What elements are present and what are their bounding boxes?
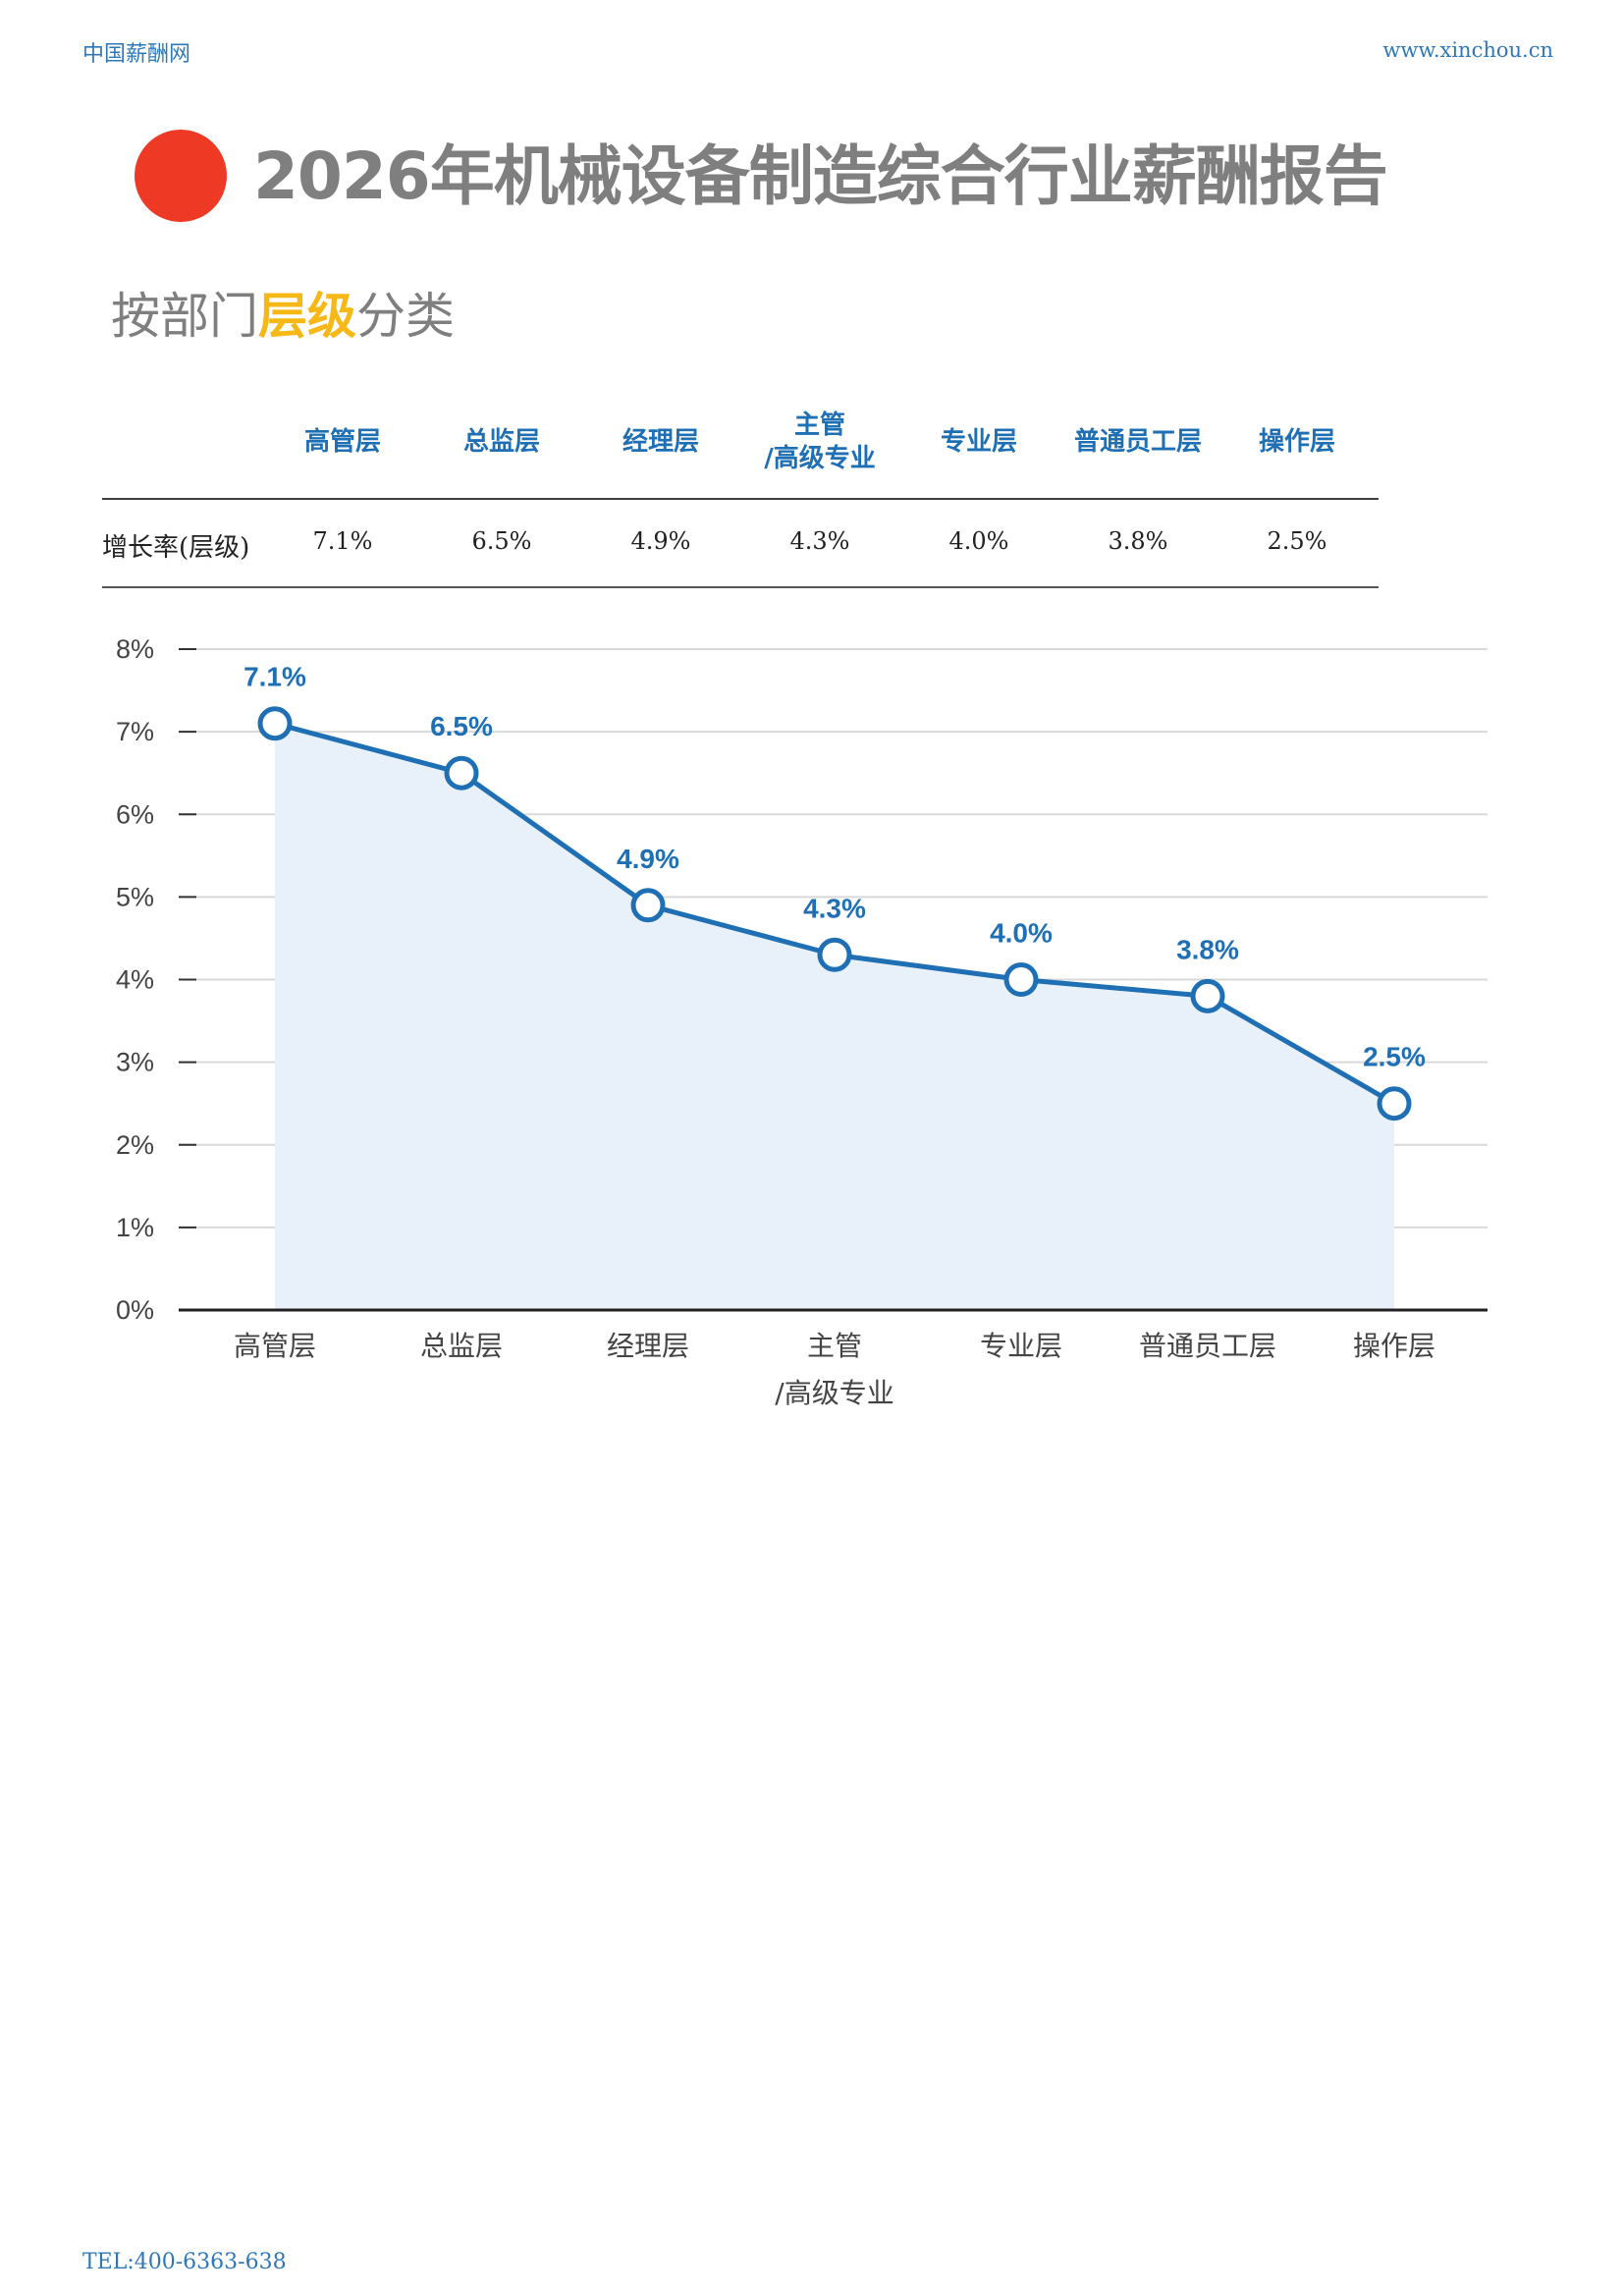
table-header: 总监层 xyxy=(462,427,540,457)
table-header: 操作层 xyxy=(1258,427,1335,457)
y-tick-label: 0% xyxy=(116,1295,154,1325)
data-label: 3.8% xyxy=(1176,934,1239,964)
x-tick-label: 专业层 xyxy=(980,1330,1062,1362)
y-tick-label: 2% xyxy=(116,1130,154,1160)
data-point xyxy=(444,755,479,791)
section-heading: 按部门层级分类 xyxy=(111,277,455,348)
x-tick-label: 操作层 xyxy=(1353,1330,1435,1362)
brand-name: 中国薪酬网 xyxy=(82,42,191,67)
y-tick-label: 3% xyxy=(116,1048,154,1077)
x-tick-label: 经理层 xyxy=(607,1330,689,1362)
table-cell: 3.8% xyxy=(1108,527,1168,555)
data-label: 6.5% xyxy=(430,711,493,741)
data-point xyxy=(630,888,666,923)
data-point xyxy=(257,706,293,741)
y-tick-label: 7% xyxy=(116,717,154,746)
growth-rate-chart: 0% 1% 2% 3% 4% 5% 6% 7% 8% 7.1% 6.5% 4.9% 4.3% 4.0% 3.… xyxy=(116,634,1488,1409)
row-label: 增长率(层级) xyxy=(102,533,250,563)
section-suffix: 分类 xyxy=(356,288,455,345)
footer-phone: TEL:400-6363-638 xyxy=(82,2250,287,2274)
y-tick-label: 5% xyxy=(116,882,154,911)
table-cell: 7.1% xyxy=(312,527,373,555)
y-tick-label: 8% xyxy=(116,634,154,664)
y-tick-label: 4% xyxy=(116,965,154,995)
site-url[interactable]: www.xinchou.cn xyxy=(1382,38,1553,62)
page-title: 2026年机械设备制造综合行业薪酬报告 xyxy=(253,138,1388,214)
table-cell: 6.5% xyxy=(471,527,532,555)
x-tick-label: 高管层 xyxy=(234,1330,316,1362)
table-header: 高管层 xyxy=(303,427,381,457)
table-header: 经理层 xyxy=(622,427,699,457)
data-label: 4.0% xyxy=(990,918,1053,949)
data-label: 4.3% xyxy=(803,893,866,923)
table-cell: 4.0% xyxy=(948,527,1009,555)
x-tick-label: 主管 xyxy=(807,1330,862,1362)
data-point xyxy=(817,937,852,972)
x-tick-label: 普通员工层 xyxy=(1139,1330,1276,1362)
data-point xyxy=(1377,1086,1412,1121)
table-header: 专业层 xyxy=(940,427,1017,457)
x-tick-label: 总监层 xyxy=(420,1330,503,1362)
table-cell: 2.5% xyxy=(1267,527,1327,555)
data-label: 2.5% xyxy=(1363,1042,1426,1072)
section-prefix: 按部门 xyxy=(111,288,258,345)
area-fill xyxy=(275,723,1394,1310)
section-highlight: 层级 xyxy=(258,288,356,345)
title-bullet-icon xyxy=(135,130,227,222)
data-label: 7.1% xyxy=(244,662,306,692)
x-tick-label: /高级专业 xyxy=(775,1377,893,1409)
table-divider xyxy=(102,586,1379,588)
data-point xyxy=(1003,962,1039,997)
table-cell: 4.3% xyxy=(789,527,850,555)
y-tick-label: 6% xyxy=(116,799,154,829)
table-divider xyxy=(102,498,1379,500)
data-label: 4.9% xyxy=(617,844,679,874)
table-header: 普通员工层 xyxy=(1073,427,1202,457)
table-cell: 4.9% xyxy=(630,527,691,555)
data-point xyxy=(1190,978,1225,1013)
table-header: 主管 /高级专业 xyxy=(764,410,876,473)
y-tick-label: 1% xyxy=(116,1213,154,1242)
